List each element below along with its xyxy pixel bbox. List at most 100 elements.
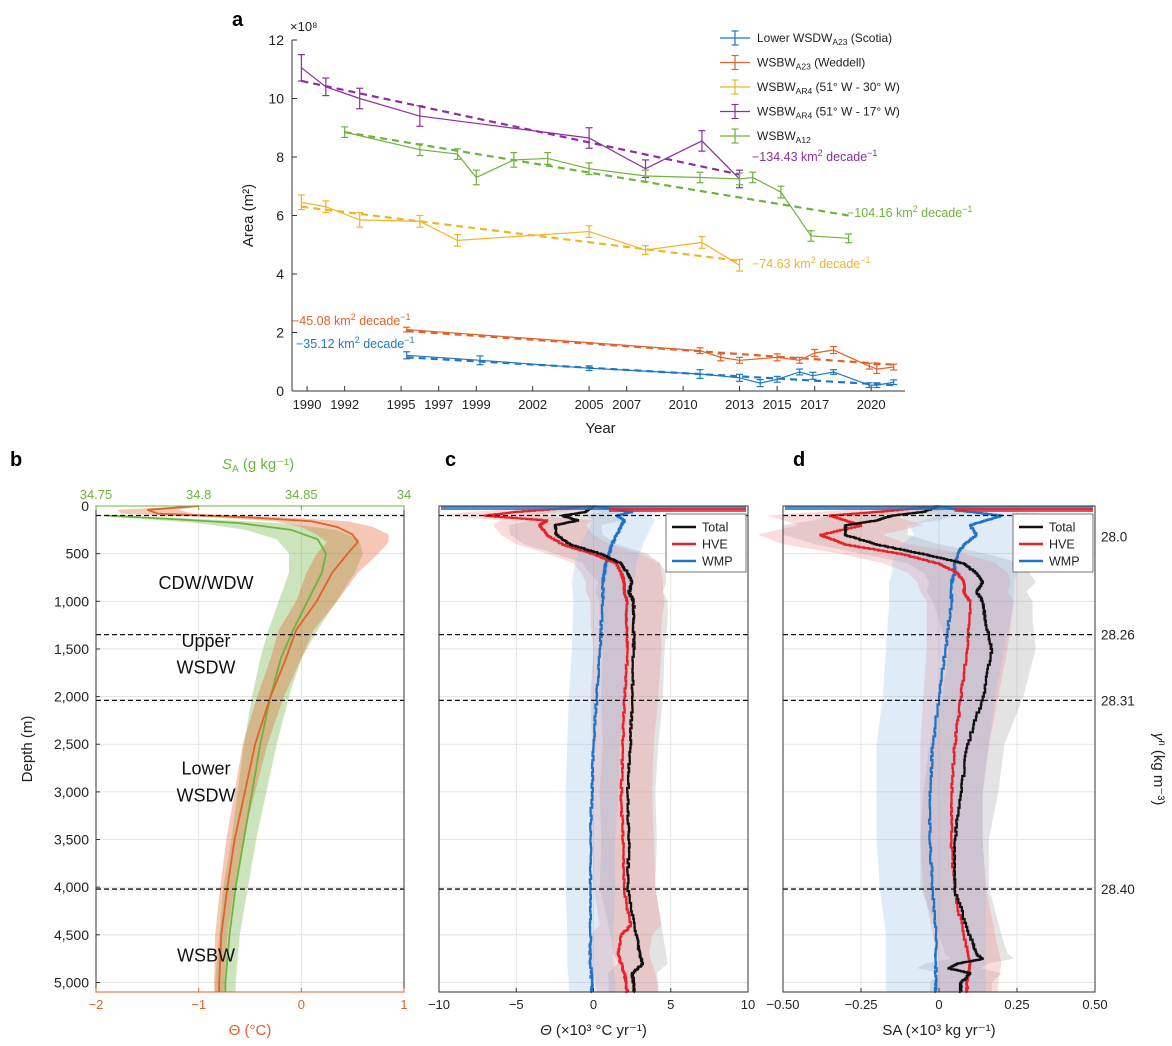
legend-entry: HVE — [702, 538, 728, 552]
x-tick-label: −2 — [89, 997, 104, 1012]
y-tick-label: 0 — [276, 383, 284, 399]
x-axis-title-bottom: Θ (°C) — [229, 1022, 272, 1039]
x-tick-label: 5 — [667, 997, 674, 1012]
y-tick-label: 1,500 — [54, 641, 89, 657]
water-mass-label: WSDW — [177, 785, 236, 805]
theta-line — [147, 505, 359, 992]
water-mass-label: CDW/WDW — [159, 573, 254, 593]
density-label: 28.0 — [1101, 530, 1127, 545]
salinity-band — [93, 515, 363, 992]
y-tick-label: 4 — [276, 266, 284, 282]
x-tick-label-top: 34 — [397, 487, 411, 502]
y-tick-label: 3,000 — [54, 784, 89, 800]
y-tick-label: 10 — [268, 91, 284, 107]
salinity-line — [106, 514, 327, 992]
surface-bar — [954, 508, 1093, 512]
y-tick-label: 12 — [268, 32, 284, 48]
x-tick-label: 2010 — [669, 397, 698, 412]
panel-label-c: c — [445, 449, 456, 471]
trend-line — [406, 329, 894, 366]
trend-label: −45.08 km2 decade−1 — [292, 312, 410, 328]
surface-bars — [785, 506, 1093, 512]
x-tick-label: −0.50 — [767, 997, 800, 1012]
x-axis-title: SA (×10³ kg yr⁻¹) — [882, 1022, 995, 1039]
x-tick-label-top: 34.75 — [80, 487, 113, 502]
trend-label: −134.43 km2 decade−1 — [752, 148, 877, 164]
density-label: 28.31 — [1101, 693, 1135, 708]
x-tick-label: 2015 — [763, 397, 792, 412]
trend-line — [301, 205, 740, 262]
y-tick-label: 6 — [276, 208, 284, 224]
profile-line — [484, 505, 632, 994]
x-axis-title: Year — [585, 420, 615, 437]
x-tick-label: −10 — [428, 997, 450, 1012]
surface-bars — [441, 506, 746, 512]
x-tick-label: 1999 — [462, 397, 491, 412]
trend-line — [344, 131, 849, 217]
panel-b: b 0 500 1,000 1,500 2,000 2,500 3,000 3,500 4,000… — [10, 449, 411, 1039]
x-tick-label: −5 — [509, 997, 524, 1012]
y-axis-title: Depth (m) — [19, 716, 36, 783]
y-tick-label: 5,000 — [54, 974, 89, 990]
series-4 — [341, 126, 853, 244]
y-tick-label: 4,000 — [54, 879, 89, 895]
x-tick-label: −0.25 — [845, 997, 878, 1012]
legend-entry: HVE — [1049, 538, 1075, 552]
uncertainty-band — [783, 506, 1036, 992]
water-mass-label: WSBW — [177, 946, 235, 966]
surface-bar — [785, 506, 1093, 510]
x-tick-label: 2020 — [857, 397, 886, 412]
x-tick-label: 1997 — [424, 397, 453, 412]
legend-entry: Lower WSDWA23 (Scotia) — [757, 31, 892, 47]
trend-label: −74.63 km2 decade−1 — [752, 255, 870, 271]
trend-line — [301, 79, 740, 176]
legend-entry: WMP — [1049, 555, 1080, 569]
right-axis-title: γn (kg m⁻³) — [1150, 733, 1167, 806]
trend-label: −104.16 km2 decade−1 — [847, 204, 972, 220]
x-tick-label: 0.25 — [1004, 997, 1029, 1012]
x-axis-title: Θ (×10³ °C yr⁻¹) — [540, 1022, 647, 1039]
y-tick-label: 500 — [66, 546, 90, 562]
uncertainty-band — [758, 506, 1014, 992]
panel-d: d −0.50 −0.25 0 0.25 0.50 SA (×10³ kg yr⁻¹) Tot… — [758, 449, 1167, 1039]
legend-entry: Total — [1049, 521, 1075, 535]
x-tick-label: 2007 — [612, 397, 641, 412]
profile-line — [927, 505, 1003, 994]
density-label: 28.26 — [1101, 628, 1135, 643]
trend-label: −35.12 km2 decade−1 — [296, 335, 414, 351]
legend-entry: WSBWAR4 (51° W - 17° W) — [757, 105, 900, 121]
x-tick-label-top: 34.85 — [285, 487, 318, 502]
panel-c: c −10 −5 0 5 10 Θ (×10³ °C yr⁻¹) Total HVE WMP — [428, 449, 755, 1039]
series-3 — [297, 54, 744, 189]
x-tick-label: 1990 — [293, 397, 322, 412]
series-1 — [403, 326, 898, 375]
surface-bar — [441, 506, 746, 510]
x-tick-label: 1992 — [330, 397, 359, 412]
x-tick-label: −1 — [191, 997, 206, 1012]
series-line — [301, 67, 740, 180]
uncertainty-band — [439, 506, 665, 992]
series-line — [344, 131, 849, 239]
y-tick-label: 2,500 — [54, 736, 89, 752]
y-tick-label: 2 — [276, 325, 284, 341]
x-tick-label: 2017 — [800, 397, 829, 412]
x-tick-label: 0 — [298, 997, 305, 1012]
y-tick-label: 2,000 — [54, 689, 89, 705]
profile-line — [843, 505, 994, 994]
theta-band — [116, 506, 389, 992]
water-mass-label: WSDW — [177, 658, 236, 678]
legend-entry: WSBWA23 (Weddell) — [757, 56, 865, 72]
profile-line — [588, 505, 634, 994]
x-tick-label: 0 — [935, 997, 942, 1012]
y-tick-label: 0 — [81, 498, 89, 514]
x-tick-label: 2002 — [518, 397, 547, 412]
panel-label-d: d — [793, 449, 805, 471]
profile-line — [553, 505, 645, 994]
series-0 — [403, 351, 898, 389]
x-tick-label-top: 34.8 — [186, 487, 211, 502]
x-tick-label: 0 — [590, 997, 597, 1012]
y-tick-label: 3,500 — [54, 832, 89, 848]
legend-entry: WMP — [702, 555, 733, 569]
x-tick-label: 10 — [741, 997, 755, 1012]
